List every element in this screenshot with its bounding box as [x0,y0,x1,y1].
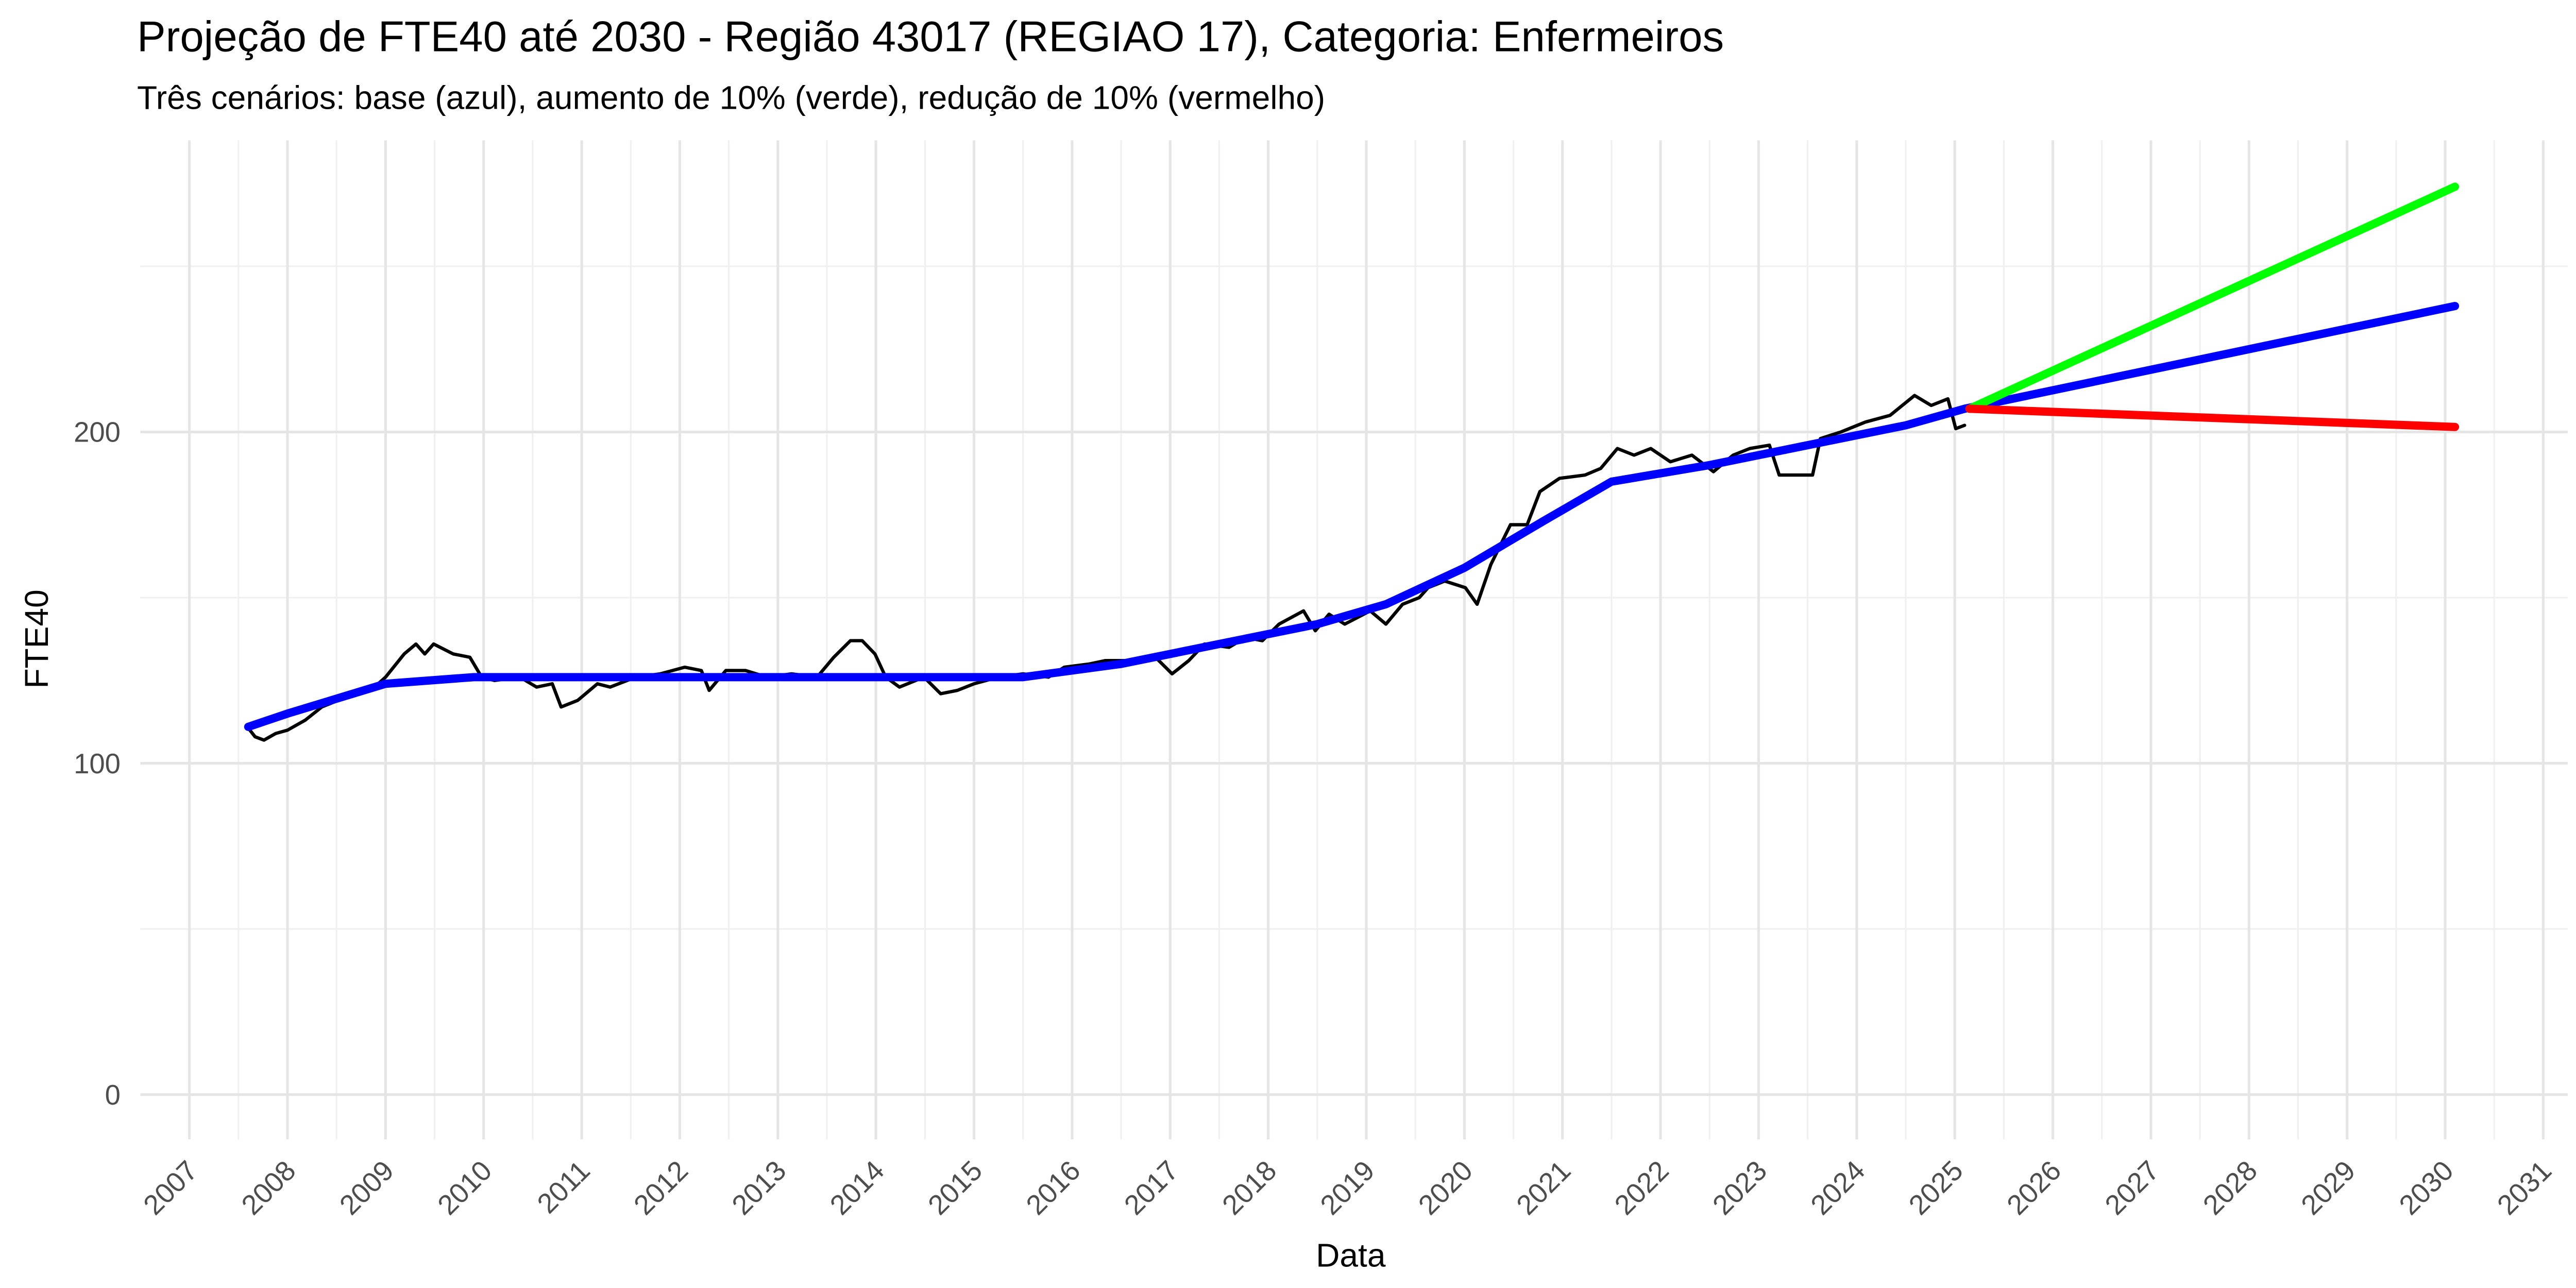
y-tick-label: 0 [105,1079,121,1111]
y-tick-label: 100 [74,748,121,779]
series-line [1965,404,2460,431]
chart-subtitle: Três cenários: base (azul), aumento de 1… [137,79,1325,116]
series-line [244,301,2460,731]
x-axis-title: Data [1316,1236,1386,1274]
y-tick-label: 200 [74,417,121,448]
series-line [1965,182,2460,413]
chart-title: Projeção de FTE40 até 2030 - Região 4301… [137,12,1724,60]
y-axis-title: FTE40 [18,589,55,688]
plot [244,182,2460,742]
